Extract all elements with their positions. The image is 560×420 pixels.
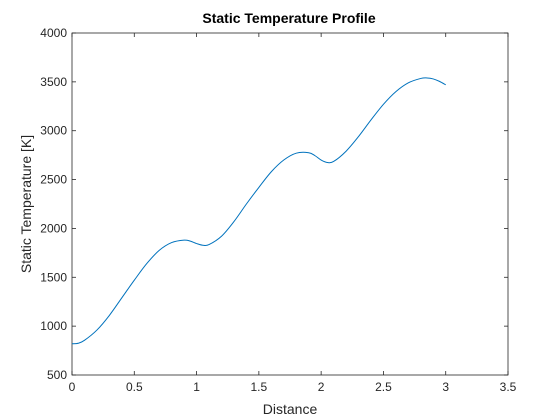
x-tick-label: 3 [442,380,449,394]
y-tick-label: 1500 [40,270,67,284]
x-tick-label: 0 [69,380,76,394]
chart-title: Static Temperature Profile [202,10,375,26]
y-tick-label: 2000 [40,221,67,235]
y-tick-label: 3000 [40,124,67,138]
x-axis-title: Distance [263,401,318,417]
series-line [71,77,446,345]
y-axis-title: Static Temperature [K] [18,135,34,273]
x-tick-label: 1 [193,380,200,394]
x-tick-label: 2 [318,380,325,394]
y-tick-label: 3500 [40,75,67,89]
y-tick-label: 2500 [40,173,67,187]
y-tick-label: 1000 [40,319,67,333]
x-tick-label: 0.5 [126,380,143,394]
x-tick-label: 1.5 [251,380,268,394]
axis-ticks: 0 0.5 1 1.5 2 2.5 3 3.5 500 1000 1500 2000 2500 3000 3… [40,26,516,394]
x-tick-label: 2.5 [375,380,392,394]
x-tick-label: 3.5 [500,380,517,394]
plot-area [71,32,509,376]
y-tick-label: 500 [47,368,67,382]
y-tick-label: 4000 [40,26,67,40]
